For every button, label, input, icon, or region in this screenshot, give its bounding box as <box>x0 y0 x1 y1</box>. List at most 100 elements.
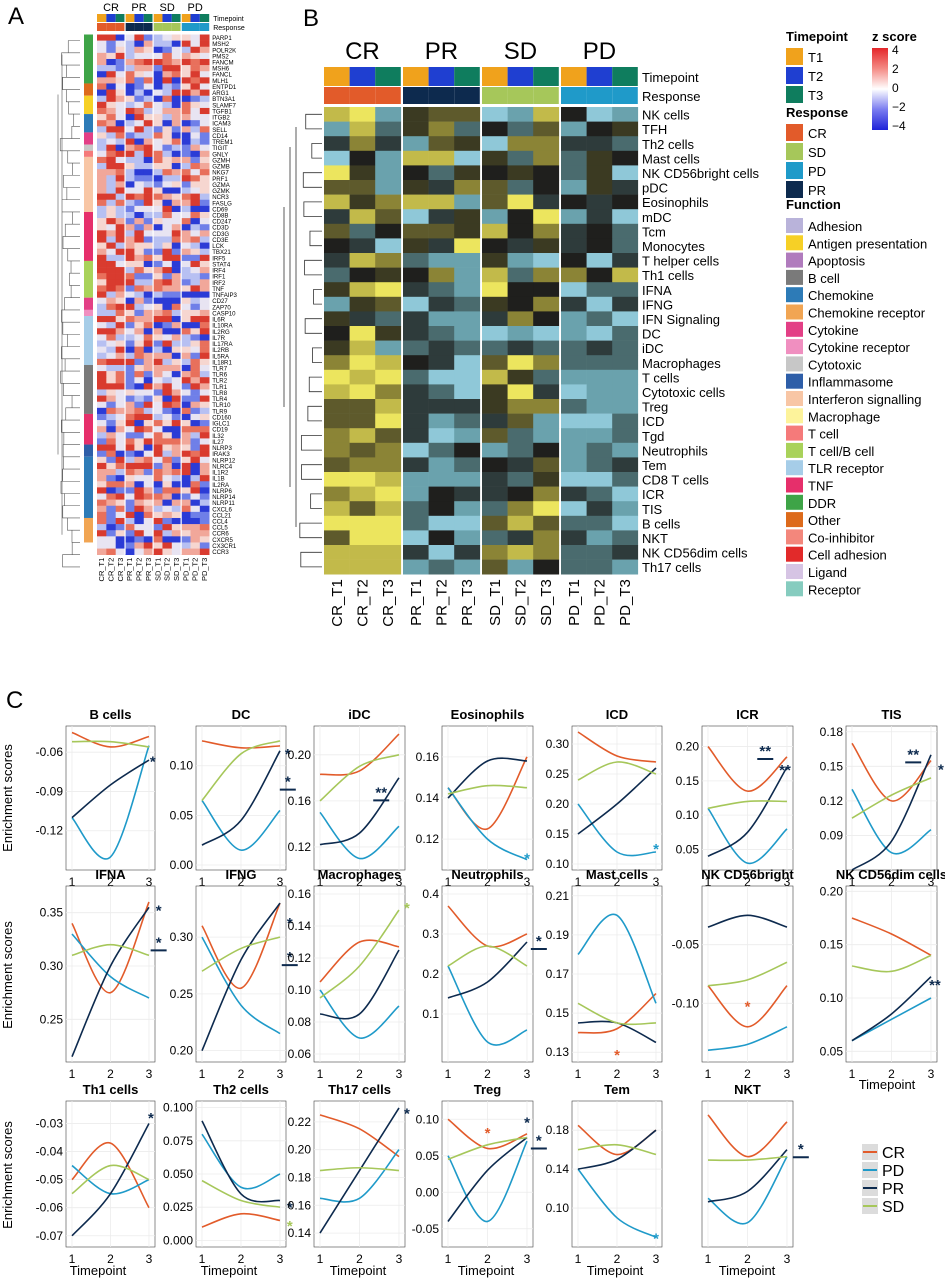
panel-a-heatmap-cell <box>106 40 116 48</box>
panel-a-heatmap-cell <box>171 316 182 323</box>
panel-b-heatmap-cell <box>533 311 560 327</box>
panel-a-heatmap-cell <box>181 114 191 121</box>
panel-b-heatmap-cell <box>349 121 376 137</box>
panel-b-row-label: Th2 cells <box>642 137 695 152</box>
panel-b-heatmap-cell <box>612 223 639 239</box>
panel-b-row-label: ICR <box>642 487 664 502</box>
chart-y-tick-label: 0.12 <box>416 832 440 846</box>
panel-a-gene-label: NCR3 <box>212 194 229 201</box>
panel-b-heatmap-cell <box>454 384 481 400</box>
panel-a-heatmap-cell <box>125 499 135 507</box>
legend-function-label: Ligand <box>808 565 847 580</box>
panel-b-heatmap-cell <box>403 296 429 312</box>
panel-a-heatmap-cell <box>153 358 163 366</box>
panel-a-heatmap-cell <box>134 230 145 237</box>
panel-a-heatmap-cell <box>199 450 210 458</box>
legend-function-label: Interferon signalling <box>808 392 921 407</box>
panel-a-heatmap-cell <box>181 236 191 243</box>
panel-b-heatmap-cell <box>349 267 376 283</box>
panel-b-heatmap-cell <box>349 296 376 312</box>
panel-b-heatmap-cell <box>507 355 534 371</box>
panel-b-row-label: CD8 T cells <box>642 473 709 488</box>
chart-y-tick-label: 0.17 <box>546 967 570 981</box>
panel-a-heatmap-cell <box>162 163 173 170</box>
panel-a-heatmap-cell <box>143 426 154 433</box>
panel-a-heatmap-cell <box>153 475 163 482</box>
panel-a-heatmap-cell <box>125 138 135 145</box>
panel-a-gene-label: MSH6 <box>212 66 230 73</box>
panel-b-heatmap-cell <box>428 267 455 283</box>
panel-a-heatmap-cell <box>125 175 135 182</box>
panel-a-function-bar-segment <box>84 260 93 298</box>
panel-a-heatmap-cell <box>181 316 191 323</box>
panel-a-heatmap-cell <box>97 236 107 243</box>
panel-b-column-label: CR_T3 <box>380 579 397 627</box>
chart-x-tick-label: 2 <box>614 1067 621 1081</box>
panel-a-heatmap-cell <box>134 150 145 158</box>
legend-function-label: Cytokine receptor <box>808 340 911 355</box>
legend-response-label: PD <box>808 164 826 179</box>
panel-b-heatmap-cell <box>454 413 481 429</box>
panel-a-heatmap-cell <box>181 58 191 66</box>
chart-x-tick-label: 3 <box>653 875 660 889</box>
panel-b-heatmap-cell <box>349 238 376 254</box>
panel-a-heatmap-cell <box>106 420 116 427</box>
panel-b-heatmap-cell <box>349 530 376 546</box>
panel-a-heatmap-cell <box>162 493 173 500</box>
panel-a-heatmap-cell <box>134 487 145 494</box>
panel-b-heatmap-cell <box>454 340 481 356</box>
panel-b-heatmap-cell <box>403 369 429 385</box>
legend-function-swatch <box>786 391 803 406</box>
panel-a-heatmap-cell <box>190 530 201 537</box>
panel-a-gene-label: FANCL <box>212 72 232 79</box>
panel-b-heatmap-cell <box>482 136 508 152</box>
panel-a-heatmap-cell <box>181 322 191 329</box>
panel-a-heatmap-cell <box>134 40 145 48</box>
panel-a-heatmap-cell <box>115 444 126 451</box>
panel-b-heatmap-cell <box>403 355 429 371</box>
panel-a-heatmap-cell <box>115 273 126 280</box>
panel-a-heatmap-cell <box>97 401 107 409</box>
panel-a-heatmap-cell <box>199 377 210 384</box>
panel-a-gene-label: IRF5 <box>212 255 226 262</box>
panel-a-gene-label: POLR2K <box>212 47 236 54</box>
panel-a-heatmap-cell <box>106 456 116 464</box>
panel-a-heatmap-cell <box>153 438 163 445</box>
panel-b-row-label: T helper cells <box>642 254 720 269</box>
panel-b-heatmap-cell <box>403 530 429 546</box>
chart-significance-mark: * <box>285 746 291 763</box>
panel-a-heatmap-cell <box>143 95 154 103</box>
panel-a-heatmap-cell <box>134 187 145 194</box>
panel-b-heatmap-cell <box>428 150 455 166</box>
panel-b-heatmap-cell <box>586 501 613 517</box>
panel-b-heatmap-cell <box>454 165 481 181</box>
panel-a-heatmap-cell <box>190 211 201 219</box>
panel-b-row-label: Tcm <box>642 224 666 239</box>
panel-a-heatmap-cell <box>190 505 201 513</box>
panel-a-heatmap-cell <box>199 83 210 90</box>
panel-a-heatmap-cell <box>125 352 135 360</box>
panel-a-heatmap-cell <box>134 169 145 176</box>
panel-b-column-label: CR_T1 <box>329 579 346 627</box>
panel-a-gene-label: TNF <box>212 286 224 293</box>
panel-b-heatmap-cell <box>507 413 534 429</box>
panel-a-heatmap-cell <box>106 401 116 409</box>
panel-b-heatmap-cell <box>482 282 508 298</box>
panel-a-heatmap-cell <box>115 358 126 366</box>
panel-a-heatmap-cell <box>190 328 201 335</box>
panel-a-heatmap-cell <box>115 371 126 378</box>
panel-a-heatmap-cell <box>153 211 163 219</box>
panel-a-heatmap-cell <box>171 371 182 378</box>
panel-a-heatmap-cell <box>125 426 135 433</box>
panel-b-heatmap-cell <box>533 355 560 371</box>
panel-b-heatmap-cell <box>428 223 455 239</box>
panel-a-heatmap-cell <box>125 469 135 476</box>
legend-function-label: Macrophage <box>808 409 880 424</box>
panel-a-heatmap-cell <box>190 40 201 48</box>
panel-b-heatmap-cell <box>533 399 560 414</box>
legend-function-label: Chemokine <box>808 288 874 303</box>
panel-a-heatmap-cell <box>190 316 201 323</box>
chart-significance-mark: * <box>156 902 162 919</box>
panel-a-response-cell <box>199 23 210 31</box>
panel-a-heatmap-cell <box>97 58 107 66</box>
